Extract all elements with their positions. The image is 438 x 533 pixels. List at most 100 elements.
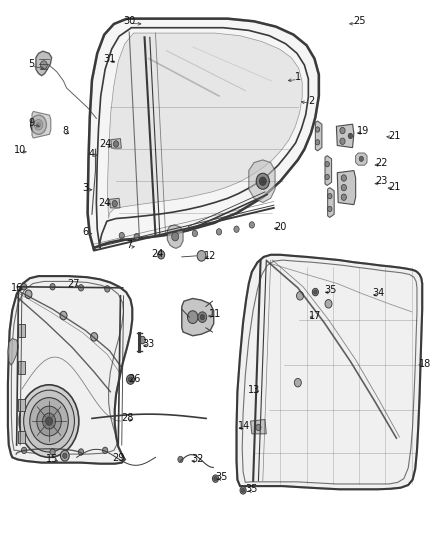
Text: 25: 25 [353,17,365,26]
Circle shape [128,377,133,382]
Text: 2: 2 [308,96,314,106]
Circle shape [187,311,198,324]
Polygon shape [8,338,18,365]
Circle shape [234,226,239,232]
Circle shape [178,456,183,463]
Polygon shape [36,51,52,76]
Circle shape [192,230,198,237]
Polygon shape [328,188,334,217]
Text: 31: 31 [103,54,116,63]
Circle shape [341,194,346,200]
Text: 9: 9 [28,118,35,127]
Circle shape [21,284,27,290]
Circle shape [256,173,269,189]
Circle shape [60,311,67,320]
Circle shape [36,122,41,127]
Circle shape [63,453,67,458]
Circle shape [259,177,266,185]
Bar [18,361,25,374]
Circle shape [314,290,317,294]
Circle shape [78,449,84,455]
Circle shape [119,232,124,239]
Text: 12: 12 [204,251,216,261]
Text: 10: 10 [14,146,26,155]
Circle shape [158,251,165,259]
Polygon shape [32,111,51,138]
Bar [18,324,25,337]
Bar [18,399,25,411]
Text: 13: 13 [248,385,260,395]
Text: 3: 3 [82,183,88,192]
Text: 27: 27 [67,279,80,288]
Circle shape [256,424,261,431]
Polygon shape [111,139,121,148]
Text: 32: 32 [191,455,203,464]
Circle shape [328,206,332,212]
Text: 4: 4 [89,149,95,158]
Polygon shape [182,298,214,336]
Text: 20: 20 [274,222,286,231]
Polygon shape [110,198,120,208]
Text: 34: 34 [373,288,385,298]
Bar [18,431,25,443]
Circle shape [341,184,346,191]
Text: 28: 28 [121,414,133,423]
Circle shape [341,175,346,181]
Circle shape [25,290,32,298]
Circle shape [197,251,206,261]
Circle shape [24,390,74,452]
Circle shape [37,406,61,436]
Circle shape [91,333,98,341]
Circle shape [34,119,43,130]
Polygon shape [107,33,302,219]
Circle shape [78,285,84,291]
Circle shape [312,288,318,296]
Text: 29: 29 [112,454,124,463]
Text: 24: 24 [152,249,164,259]
Circle shape [50,284,55,290]
Polygon shape [356,153,367,165]
Circle shape [294,378,301,387]
Text: 17: 17 [309,311,321,320]
Circle shape [340,127,345,134]
Text: 1: 1 [295,72,301,82]
Circle shape [46,417,53,425]
Circle shape [325,161,329,167]
Text: 33: 33 [143,339,155,349]
Circle shape [113,141,119,147]
Text: 35: 35 [215,472,227,482]
Text: 8: 8 [63,126,69,135]
Circle shape [40,61,47,69]
Circle shape [105,286,110,292]
Polygon shape [315,121,322,151]
Text: 16: 16 [11,283,24,293]
Circle shape [340,138,345,144]
Text: 19: 19 [357,126,370,135]
Circle shape [315,140,320,145]
Circle shape [216,229,222,235]
Circle shape [102,447,108,454]
Polygon shape [337,171,356,205]
Circle shape [42,413,56,429]
Text: 24: 24 [99,139,111,149]
Circle shape [198,312,207,322]
Text: 14: 14 [238,422,251,431]
Circle shape [31,115,46,134]
Circle shape [200,314,205,320]
Text: 21: 21 [388,131,400,141]
Polygon shape [8,276,132,464]
Text: 18: 18 [419,359,431,368]
Polygon shape [249,160,275,203]
Text: 23: 23 [375,176,387,186]
Circle shape [172,232,179,241]
Text: 11: 11 [208,310,221,319]
Text: 26: 26 [128,375,141,384]
Circle shape [60,450,69,461]
Circle shape [50,449,55,455]
Text: 21: 21 [388,182,400,191]
Text: 30: 30 [123,17,135,26]
Circle shape [19,385,79,457]
Circle shape [212,475,219,482]
Text: 24: 24 [98,198,110,207]
Circle shape [240,487,246,494]
